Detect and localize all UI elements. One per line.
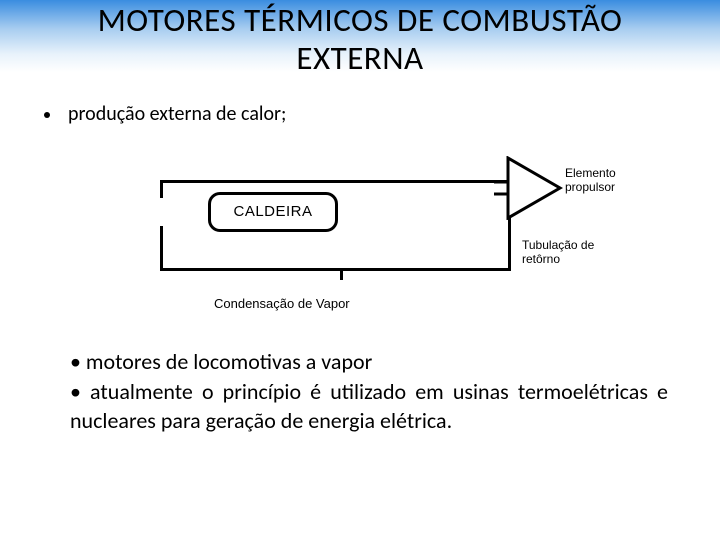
page-title: MOTORES TÉRMICOS DE COMBUSTÃO EXTERNA: [0, 0, 720, 78]
sub-bullets: • motores de locomotivas a vapor • atual…: [40, 348, 680, 436]
pipe-bottom: [160, 268, 510, 271]
main-bullet: produção externa de calor;: [40, 102, 680, 126]
title-line1: MOTORES TÉRMICOS DE COMBUSTÃO: [98, 0, 623, 40]
condensation-tick: [340, 268, 343, 280]
main-bullet-text: produção externa de calor;: [68, 102, 286, 126]
title-line2: EXTERNA: [296, 38, 423, 78]
content-area: produção externa de calor; CALDEIRA Elem…: [0, 78, 720, 436]
pipe-left-vertical: [160, 226, 163, 268]
condensation-label: Condensação de Vapor: [214, 296, 350, 311]
sub-bullet-2-text: • atualmente o princípio é utilizado em …: [70, 378, 668, 434]
thermal-engine-diagram: CALDEIRA Elemento propulsor Tubulação de…: [120, 148, 600, 328]
boiler-label: CALDEIRA: [233, 203, 312, 220]
propeller-label: Elemento propulsor: [565, 166, 616, 194]
propeller-icon: [494, 156, 564, 220]
return-pipe-label: Tubulação de retôrno: [522, 238, 600, 266]
pipe-right-vertical: [508, 218, 511, 271]
boiler-box: CALDEIRA: [208, 192, 338, 232]
sub-bullet-1: • motores de locomotivas a vapor: [70, 348, 668, 377]
pipe-top: [160, 180, 510, 183]
bullet-dot-icon: [44, 112, 50, 118]
pipe-top-left-corner: [160, 180, 163, 198]
sub-bullet-2: • atualmente o princípio é utilizado em …: [70, 378, 668, 435]
